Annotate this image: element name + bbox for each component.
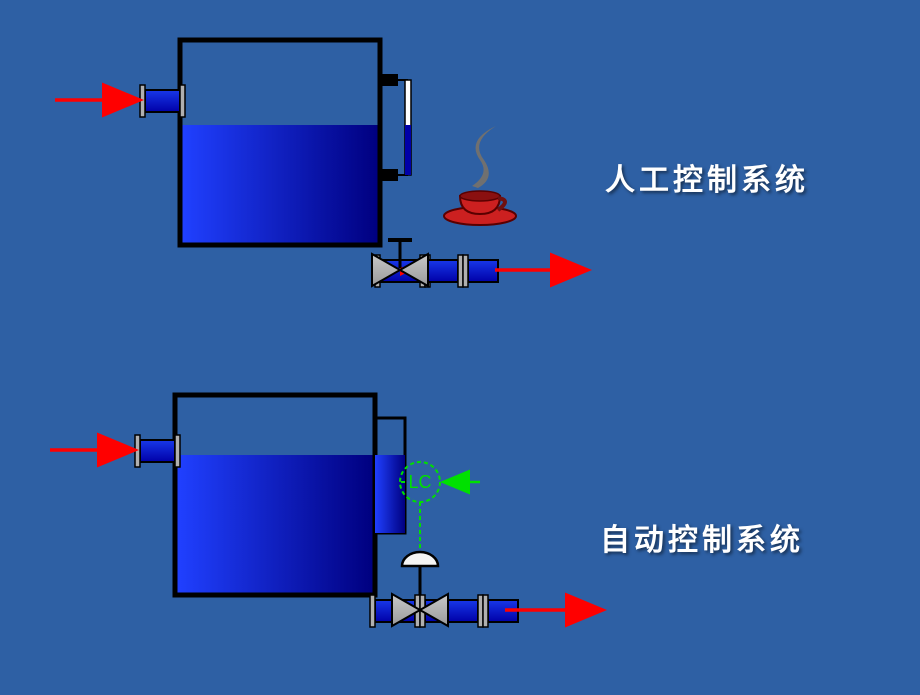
flange (370, 595, 375, 627)
flange (175, 435, 180, 467)
gauge-tap (380, 74, 398, 86)
coffee-cup-icon (444, 126, 516, 225)
tank-liquid (183, 125, 378, 243)
flange (140, 85, 145, 117)
gauge-liquid (405, 125, 411, 175)
flange (463, 255, 468, 287)
flange (135, 435, 140, 467)
auto-system-label: 自动控制系统 (600, 515, 804, 559)
steam-icon (472, 126, 496, 188)
pipe (468, 260, 498, 282)
tank-liquid (178, 455, 373, 593)
lc-label: LC (408, 472, 431, 492)
pipe (448, 600, 478, 622)
pipe (140, 440, 175, 462)
pipe (145, 90, 180, 112)
transmitter-liquid (375, 455, 405, 533)
actuator-icon (402, 552, 438, 566)
flange (180, 85, 185, 117)
gauge-tap (380, 169, 398, 181)
diagram-canvas: LC (0, 0, 920, 690)
pipe (428, 260, 458, 282)
flange (483, 595, 488, 627)
manual-system-label: 人工控制系统 (605, 155, 809, 199)
